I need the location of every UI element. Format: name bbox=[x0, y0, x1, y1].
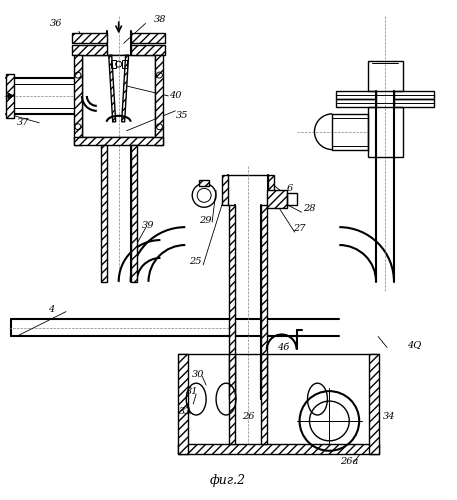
Bar bbox=[72, 46, 107, 55]
Text: 40: 40 bbox=[169, 92, 181, 100]
Bar bbox=[6, 74, 14, 118]
Bar bbox=[155, 55, 164, 144]
Bar bbox=[122, 60, 127, 68]
Text: 39: 39 bbox=[142, 220, 155, 230]
Text: 31: 31 bbox=[186, 386, 198, 396]
Bar bbox=[222, 176, 228, 206]
Bar bbox=[74, 55, 82, 144]
Bar bbox=[261, 354, 267, 444]
Bar bbox=[394, 99, 434, 107]
Text: 4б: 4б bbox=[276, 343, 289, 352]
Text: 38: 38 bbox=[154, 15, 167, 24]
Text: 4Q: 4Q bbox=[407, 340, 421, 349]
Text: 4: 4 bbox=[48, 305, 54, 314]
Text: фиг.2: фиг.2 bbox=[210, 474, 246, 487]
Bar bbox=[268, 176, 274, 206]
Bar bbox=[336, 99, 376, 107]
Bar bbox=[178, 354, 188, 454]
Bar bbox=[229, 354, 235, 444]
Polygon shape bbox=[122, 55, 128, 122]
Bar bbox=[72, 34, 107, 43]
Text: 35: 35 bbox=[176, 112, 189, 120]
Bar bbox=[368, 107, 403, 156]
Bar bbox=[131, 46, 165, 55]
Text: 34: 34 bbox=[383, 412, 395, 422]
Text: 28: 28 bbox=[303, 204, 316, 213]
Text: 26: 26 bbox=[242, 412, 254, 422]
Text: 25: 25 bbox=[189, 258, 202, 266]
Bar bbox=[101, 144, 107, 282]
Bar bbox=[369, 354, 379, 454]
Bar bbox=[229, 206, 235, 399]
Bar bbox=[82, 55, 155, 136]
Bar bbox=[74, 136, 164, 144]
Text: 30: 30 bbox=[192, 370, 204, 378]
Polygon shape bbox=[109, 55, 116, 122]
Text: 37: 37 bbox=[17, 118, 30, 128]
Circle shape bbox=[7, 94, 11, 98]
Bar bbox=[394, 91, 434, 99]
Text: 33: 33 bbox=[179, 406, 191, 416]
Text: 27: 27 bbox=[293, 224, 306, 232]
Bar bbox=[261, 206, 267, 399]
Bar bbox=[287, 194, 297, 205]
Bar bbox=[199, 180, 209, 186]
Bar bbox=[368, 61, 403, 91]
Text: 36: 36 bbox=[50, 19, 62, 28]
Bar bbox=[332, 114, 368, 150]
Bar bbox=[267, 190, 287, 208]
Bar bbox=[336, 91, 376, 99]
Bar bbox=[111, 60, 116, 68]
Text: 29: 29 bbox=[199, 216, 212, 224]
Bar bbox=[131, 34, 165, 43]
Text: 6: 6 bbox=[287, 184, 293, 193]
Text: 26а: 26а bbox=[340, 457, 358, 466]
Bar bbox=[131, 144, 137, 282]
Bar bbox=[178, 444, 379, 454]
